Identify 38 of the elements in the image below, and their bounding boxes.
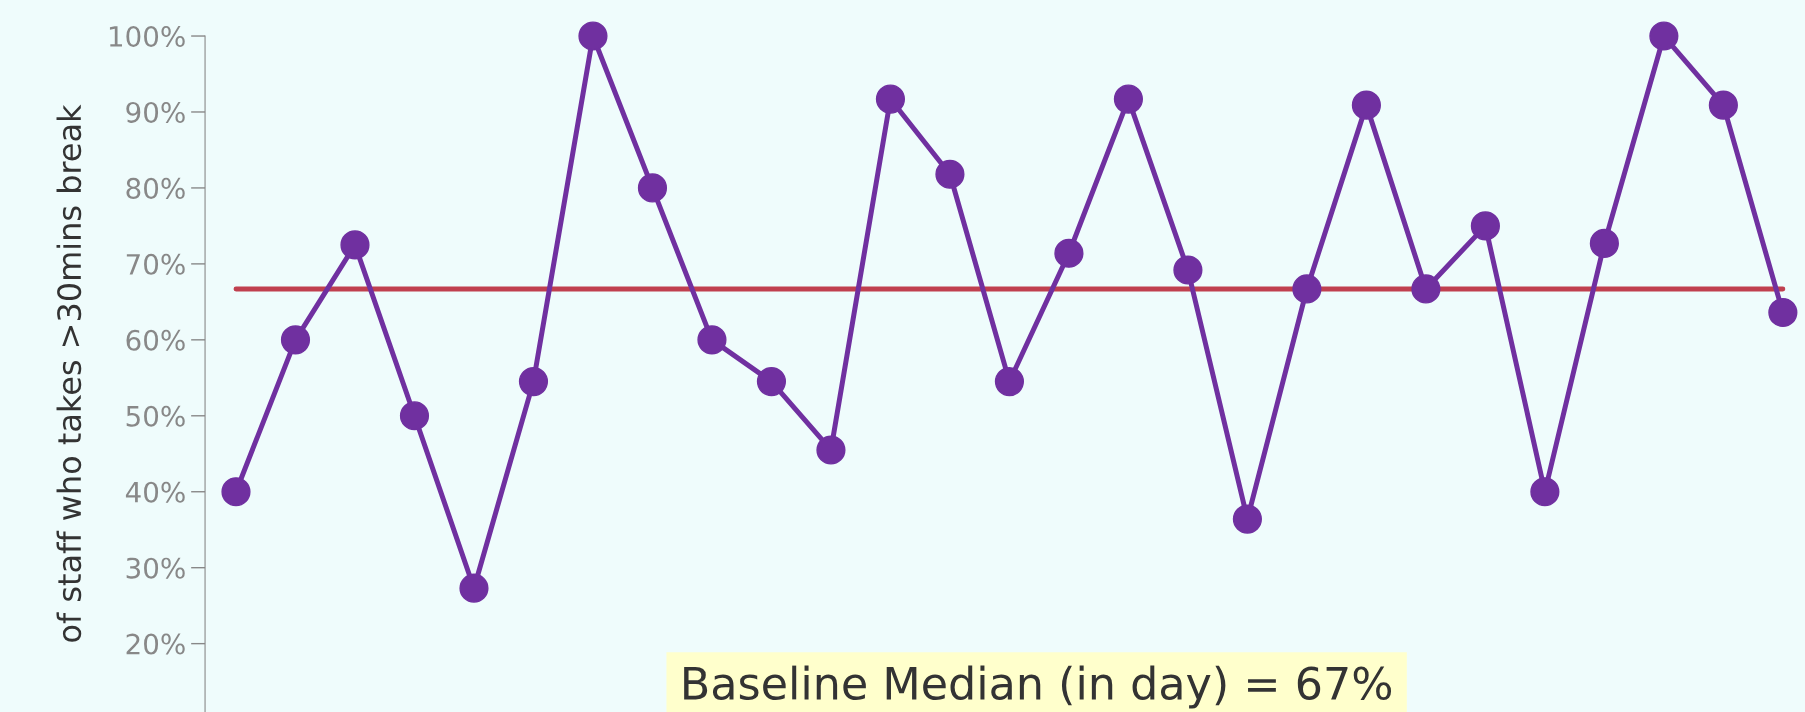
y-tick-label: 90%: [126, 101, 185, 123]
point: [1649, 21, 1679, 51]
y-tick-label: 40%: [125, 481, 185, 503]
point: [697, 325, 727, 355]
point: [578, 21, 608, 51]
point: [221, 477, 251, 507]
point: [756, 367, 787, 397]
point: [518, 367, 549, 397]
y-tick-label: 100%: [109, 25, 185, 47]
y-tick-label: 20%: [126, 633, 185, 655]
point: [459, 573, 489, 603]
point: [1411, 274, 1441, 304]
point: [994, 367, 1025, 397]
point: [1173, 255, 1203, 285]
point: [1351, 90, 1381, 120]
point: [1292, 274, 1322, 304]
y-tick-label: 60%: [126, 329, 185, 351]
point: [399, 401, 430, 431]
point: [280, 325, 311, 355]
annotation: Baseline Median (in day) = 67%: [684, 665, 1392, 709]
point: [1589, 228, 1619, 258]
y-tick-label: 80%: [126, 177, 185, 199]
point: [1530, 477, 1560, 507]
y-tick-label: 30%: [126, 557, 185, 579]
y-tick-label: 70%: [126, 253, 185, 275]
point: [875, 84, 906, 114]
point: [340, 230, 370, 260]
y-axis-title: of staff who takes >30mins break: [56, 104, 82, 642]
point: [1470, 211, 1500, 241]
point: [935, 159, 965, 189]
point: [816, 435, 846, 465]
point: [1232, 504, 1262, 534]
point: [637, 173, 668, 203]
point: [1113, 84, 1143, 114]
point: [1054, 238, 1084, 268]
point: [1768, 297, 1798, 328]
point: [1708, 90, 1738, 120]
y-tick-label: 50%: [126, 405, 185, 427]
